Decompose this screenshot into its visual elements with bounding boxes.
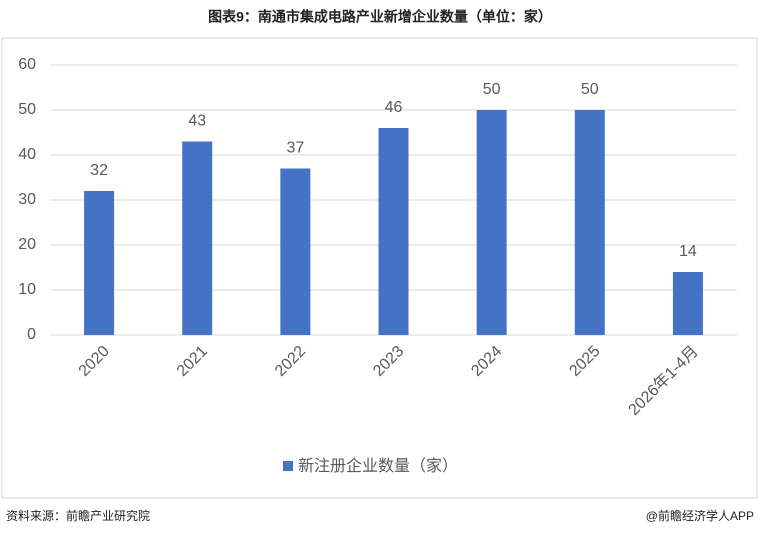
legend-label: 新注册企业数量（家） — [298, 457, 458, 475]
x-tick-label: 2026年1-4月 — [625, 342, 702, 419]
data-label: 50 — [581, 81, 599, 98]
x-tick-label: 2022 — [272, 343, 309, 380]
data-label: 14 — [679, 243, 697, 260]
x-tick-label: 2020 — [76, 343, 113, 380]
source: 资料来源：前瞻产业研究院 — [6, 508, 150, 523]
bar — [182, 141, 213, 335]
chart-title: 图表9：南通市集成电路产业新增企业数量（单位：家） — [208, 9, 552, 25]
bar — [476, 110, 507, 335]
chart-frame — [1, 37, 758, 499]
x-tick-label: 2023 — [370, 343, 407, 380]
legend-swatch — [283, 461, 293, 471]
bar — [672, 272, 703, 335]
data-label: 37 — [286, 140, 304, 157]
data-label: 46 — [385, 99, 403, 116]
y-tick-label: 0 — [27, 326, 36, 343]
bar — [84, 191, 115, 335]
x-tick-label: 2025 — [566, 343, 603, 380]
x-tick-label: 2024 — [468, 343, 505, 380]
y-tick-label: 40 — [18, 146, 36, 163]
credit: @前瞻经济学人APP — [646, 508, 754, 523]
y-tick-label: 50 — [18, 101, 36, 118]
y-tick-label: 60 — [18, 56, 36, 73]
bar — [280, 168, 311, 335]
data-label: 32 — [90, 162, 108, 179]
y-tick-label: 30 — [18, 191, 36, 208]
x-tick-label: 2021 — [174, 343, 211, 380]
y-tick-label: 20 — [18, 236, 36, 253]
bar — [378, 128, 409, 335]
data-label: 43 — [188, 113, 206, 130]
y-tick-label: 10 — [18, 281, 36, 298]
bar — [574, 110, 605, 335]
data-label: 50 — [483, 81, 501, 98]
